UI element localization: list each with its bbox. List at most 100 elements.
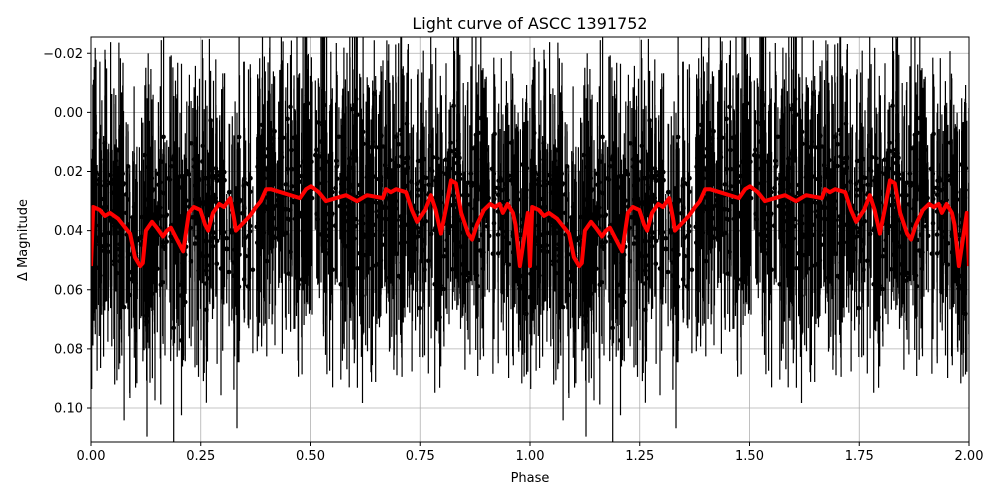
data-point xyxy=(629,215,635,220)
data-point xyxy=(627,225,632,231)
data-point xyxy=(105,243,111,248)
data-point xyxy=(495,209,501,214)
data-point xyxy=(222,177,227,183)
data-point xyxy=(257,188,263,193)
data-point xyxy=(243,253,248,259)
data-point xyxy=(560,304,566,310)
data-point xyxy=(783,211,789,216)
y-tick-label: 0.02 xyxy=(54,165,83,180)
data-point xyxy=(306,224,312,229)
data-point xyxy=(825,174,830,180)
data-point xyxy=(357,250,362,256)
data-point xyxy=(499,178,504,183)
data-point xyxy=(370,139,376,144)
data-point xyxy=(686,223,692,229)
data-point xyxy=(838,223,843,229)
chart-title: Light curve of ASCC 1391752 xyxy=(412,14,647,33)
data-point xyxy=(568,269,573,275)
data-point xyxy=(857,225,863,231)
data-point xyxy=(557,240,563,246)
data-point xyxy=(184,198,189,203)
data-point xyxy=(157,205,163,210)
data-point xyxy=(415,234,421,239)
data-point xyxy=(267,173,273,179)
data-point xyxy=(895,151,900,156)
data-point xyxy=(125,254,131,260)
data-point xyxy=(430,155,436,160)
data-point xyxy=(113,158,119,163)
data-point xyxy=(545,249,550,254)
data-point xyxy=(340,211,346,216)
data-point xyxy=(432,282,438,287)
data-point xyxy=(346,259,352,264)
data-point xyxy=(106,230,111,236)
data-point xyxy=(190,215,196,220)
data-point xyxy=(598,159,603,164)
data-point xyxy=(321,212,326,217)
data-point xyxy=(118,240,124,246)
data-point xyxy=(420,238,426,244)
data-point xyxy=(649,244,655,249)
data-point xyxy=(204,213,210,218)
data-point xyxy=(872,178,877,183)
data-point xyxy=(214,169,220,175)
data-point xyxy=(838,260,844,266)
data-point xyxy=(789,151,795,156)
data-point xyxy=(403,155,409,161)
data-point xyxy=(432,228,438,233)
data-point xyxy=(455,138,461,143)
data-point xyxy=(360,175,365,180)
data-point xyxy=(544,243,550,248)
data-point xyxy=(733,174,739,180)
data-point xyxy=(277,237,282,243)
data-point xyxy=(392,227,397,232)
data-point xyxy=(791,224,797,229)
data-point xyxy=(738,210,744,216)
data-point xyxy=(586,281,592,287)
data-point xyxy=(328,167,334,172)
data-point xyxy=(943,229,948,234)
data-point xyxy=(422,267,427,273)
data-point xyxy=(718,149,723,155)
data-point xyxy=(896,176,902,182)
data-point xyxy=(693,224,698,230)
data-point xyxy=(722,182,728,187)
data-point xyxy=(499,249,505,254)
data-point xyxy=(682,253,687,259)
data-point xyxy=(269,205,274,210)
data-point xyxy=(273,203,279,208)
data-point xyxy=(704,206,709,212)
data-point xyxy=(823,216,828,222)
data-point xyxy=(918,181,924,187)
data-point xyxy=(623,198,628,203)
data-point xyxy=(857,179,863,184)
data-point xyxy=(537,178,542,184)
data-point xyxy=(434,271,440,277)
data-point xyxy=(733,153,739,158)
data-point xyxy=(176,282,182,288)
data-point xyxy=(398,127,404,133)
data-point xyxy=(119,235,125,241)
data-point xyxy=(572,278,577,283)
data-point xyxy=(699,134,704,139)
data-point xyxy=(908,183,913,189)
data-point xyxy=(285,116,290,122)
data-point xyxy=(363,252,369,258)
data-point xyxy=(963,187,968,193)
data-point xyxy=(327,227,332,232)
data-point xyxy=(256,248,261,254)
data-point xyxy=(523,165,528,171)
data-point xyxy=(369,218,375,223)
data-point xyxy=(748,159,753,164)
data-point xyxy=(452,252,458,258)
data-point xyxy=(475,237,481,243)
data-point xyxy=(631,241,637,246)
data-point xyxy=(519,273,525,279)
data-point xyxy=(548,190,554,195)
data-point xyxy=(226,190,232,195)
data-point xyxy=(462,259,467,265)
data-point xyxy=(266,219,272,225)
data-point xyxy=(819,144,825,149)
data-point xyxy=(831,227,836,232)
data-point xyxy=(346,270,352,276)
